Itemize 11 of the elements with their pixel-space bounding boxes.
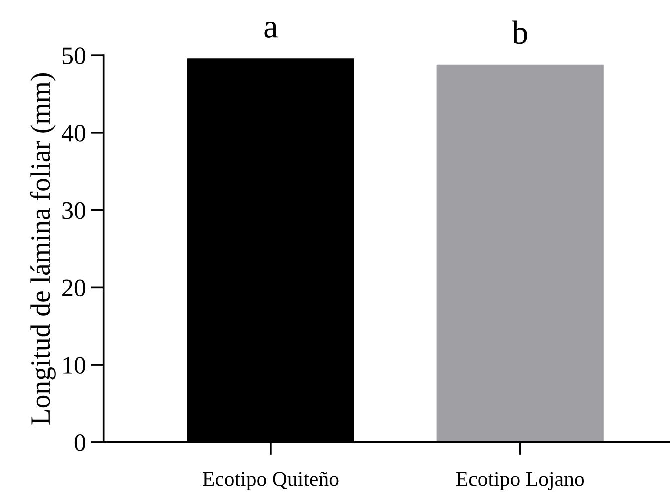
- y-tick-label: 40: [62, 124, 86, 142]
- y-axis-title: Longitud de lámina foliar (mm): [30, 74, 56, 425]
- x-tick-label: Ecotipo Lojano: [456, 472, 584, 490]
- y-tick-label: 0: [74, 434, 86, 452]
- y-tick-label: 20: [62, 280, 86, 297]
- y-tick-label: 10: [64, 357, 86, 374]
- y-tick-label: 30: [62, 202, 86, 220]
- annotation: a: [264, 22, 278, 38]
- annotation: b: [512, 20, 528, 44]
- y-tick-label: 50: [62, 48, 86, 64]
- x-tick-label: Ecotipo Quiteño: [202, 472, 339, 490]
